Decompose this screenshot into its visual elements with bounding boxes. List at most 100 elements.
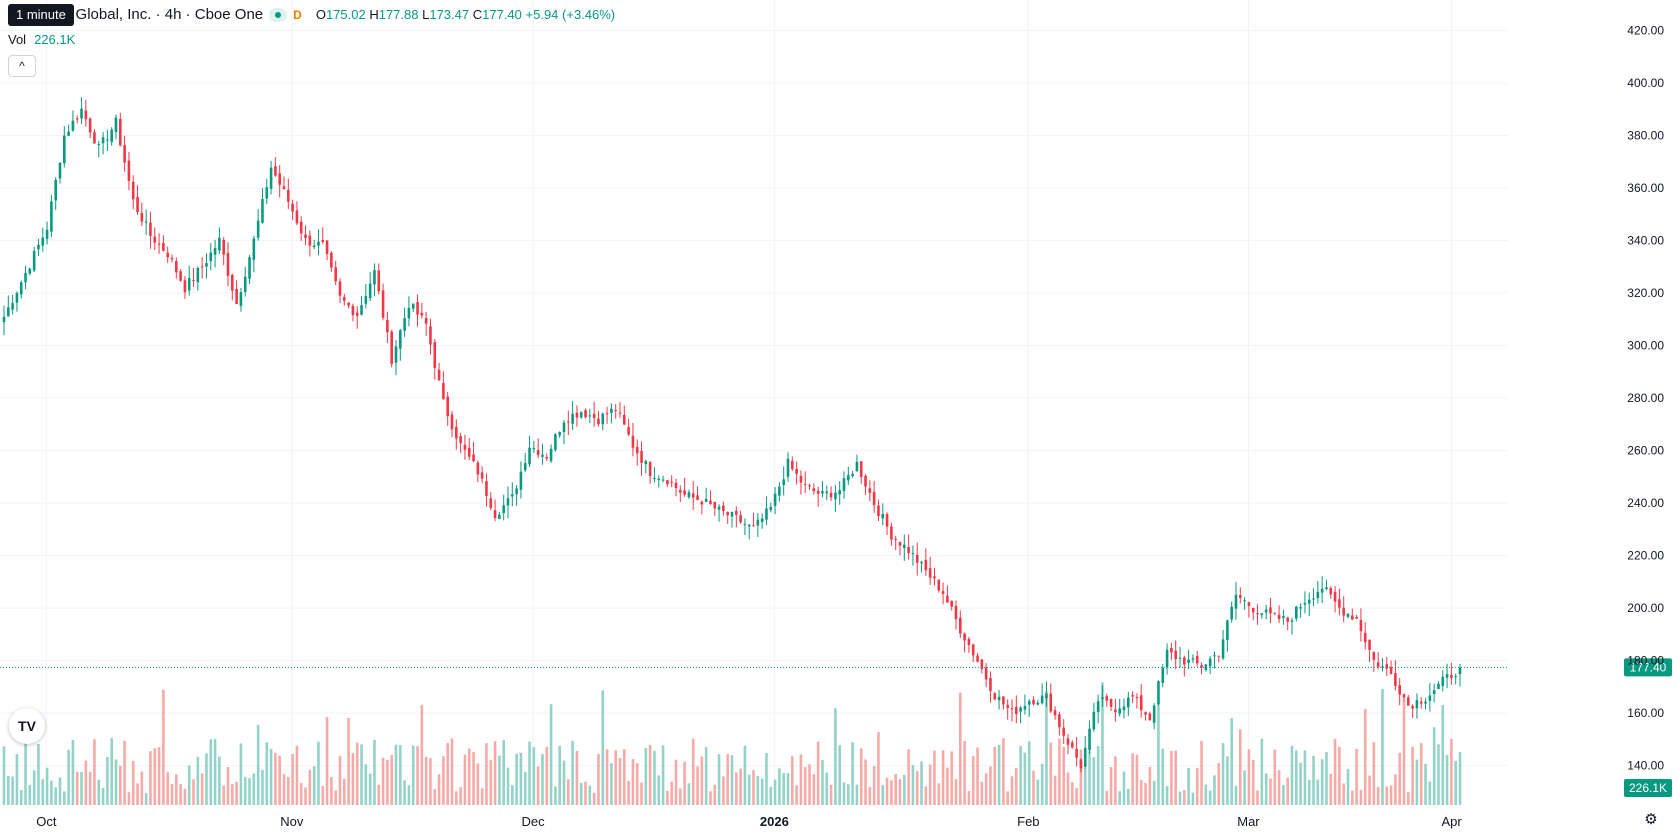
candle-body [399, 330, 402, 349]
candle-body [898, 541, 902, 546]
volume-bar [330, 777, 333, 805]
candle-body [63, 135, 66, 164]
volume-bar [545, 746, 549, 805]
candle-body [489, 498, 493, 508]
candle-body [933, 576, 936, 579]
candle-body [726, 512, 729, 516]
volume-bar [261, 769, 264, 805]
candle-body [127, 160, 131, 181]
candle-body [1398, 685, 1401, 695]
candle-body [15, 293, 19, 303]
candle-body [93, 132, 96, 144]
candle-body [1083, 747, 1087, 767]
volume-bar [75, 771, 79, 805]
candle-body [825, 491, 829, 494]
volume-bar [997, 744, 1001, 805]
candle-body [1325, 587, 1328, 590]
candle-body [984, 667, 988, 680]
volume-bar [467, 748, 471, 805]
candle-body [1320, 588, 1324, 593]
volume-bar [394, 744, 398, 805]
candle-body [1122, 706, 1126, 711]
candle-body [364, 296, 368, 304]
candle-body [226, 252, 230, 276]
volume-bar [11, 776, 14, 805]
volume-bar [175, 774, 178, 805]
tradingview-logo[interactable]: TV [9, 708, 45, 744]
volume-bar [1062, 746, 1065, 805]
volume-bar [885, 777, 889, 805]
candle-body [1333, 591, 1337, 602]
candle-body [567, 421, 570, 423]
settings-gear-icon[interactable]: ⚙ [1644, 811, 1658, 828]
volume-bar [459, 787, 462, 805]
volume-bar [1083, 767, 1087, 805]
candle-body [282, 186, 286, 190]
candle-body [696, 495, 699, 500]
candle-body [1053, 710, 1057, 716]
x-tick-label: Mar [1237, 814, 1260, 829]
candle-body [1208, 658, 1212, 667]
candle-body [131, 181, 135, 200]
candle-body [769, 506, 773, 510]
volume-bar [1402, 699, 1406, 805]
volume-bar [7, 775, 10, 805]
volume-bar [455, 791, 458, 805]
volume-bar [420, 704, 424, 805]
volume-bar [1105, 790, 1109, 805]
volume-bar [1346, 768, 1350, 805]
candle-body [946, 595, 949, 603]
volume-bar [1316, 779, 1320, 805]
candle-body [799, 475, 803, 483]
candle-body [1092, 711, 1096, 730]
volume-bar [1286, 777, 1289, 805]
volume-bar [1109, 767, 1113, 805]
volume-bar [252, 773, 256, 805]
volume-bar [920, 761, 923, 805]
candle-body [1096, 701, 1100, 713]
candle-body [653, 478, 656, 480]
volume-bar [1226, 756, 1229, 805]
candle-body [700, 501, 704, 505]
volume-bar [1256, 790, 1259, 805]
volume-bar [627, 780, 630, 805]
candle-body [381, 290, 385, 318]
collapse-legend-button[interactable]: ^ [8, 55, 36, 77]
candle-body [442, 383, 445, 400]
volume-bar [1368, 775, 1371, 805]
volume-bar [1355, 748, 1358, 805]
volume-bar [532, 747, 536, 805]
volume-bar [1058, 738, 1061, 805]
candle-body [1105, 696, 1109, 701]
volume-bar [1200, 741, 1203, 805]
candle-body [1191, 658, 1195, 660]
candle-body [1407, 697, 1410, 706]
last-price-line: 177.40 226.1K [0, 658, 1672, 797]
volume-bar [666, 790, 669, 805]
candle-body [666, 480, 669, 485]
volume-bar [19, 789, 23, 805]
candle-body [446, 396, 449, 417]
interval-tooltip: 1 minute [8, 4, 74, 26]
candle-body [631, 435, 635, 448]
volume-bar [450, 738, 454, 805]
candle-body [291, 203, 294, 212]
candle-body [187, 278, 191, 291]
volume-bar [424, 756, 428, 805]
candle-body [110, 129, 113, 143]
y-tick-label: 400.00 [1627, 76, 1664, 90]
candle-body [756, 519, 760, 526]
volume-bar [368, 773, 372, 805]
candle-body [299, 221, 303, 234]
volume-bar [1217, 762, 1221, 805]
volume-bar [1135, 754, 1139, 805]
candle-body [1217, 655, 1221, 657]
volume-bar [506, 767, 510, 805]
volume-bar [187, 765, 191, 805]
price-change: +5.94 (+3.46%) [525, 7, 616, 22]
volume-bar [1045, 691, 1048, 805]
candle-body [50, 201, 53, 232]
candle-body [390, 331, 393, 364]
candle-body [1376, 662, 1380, 667]
